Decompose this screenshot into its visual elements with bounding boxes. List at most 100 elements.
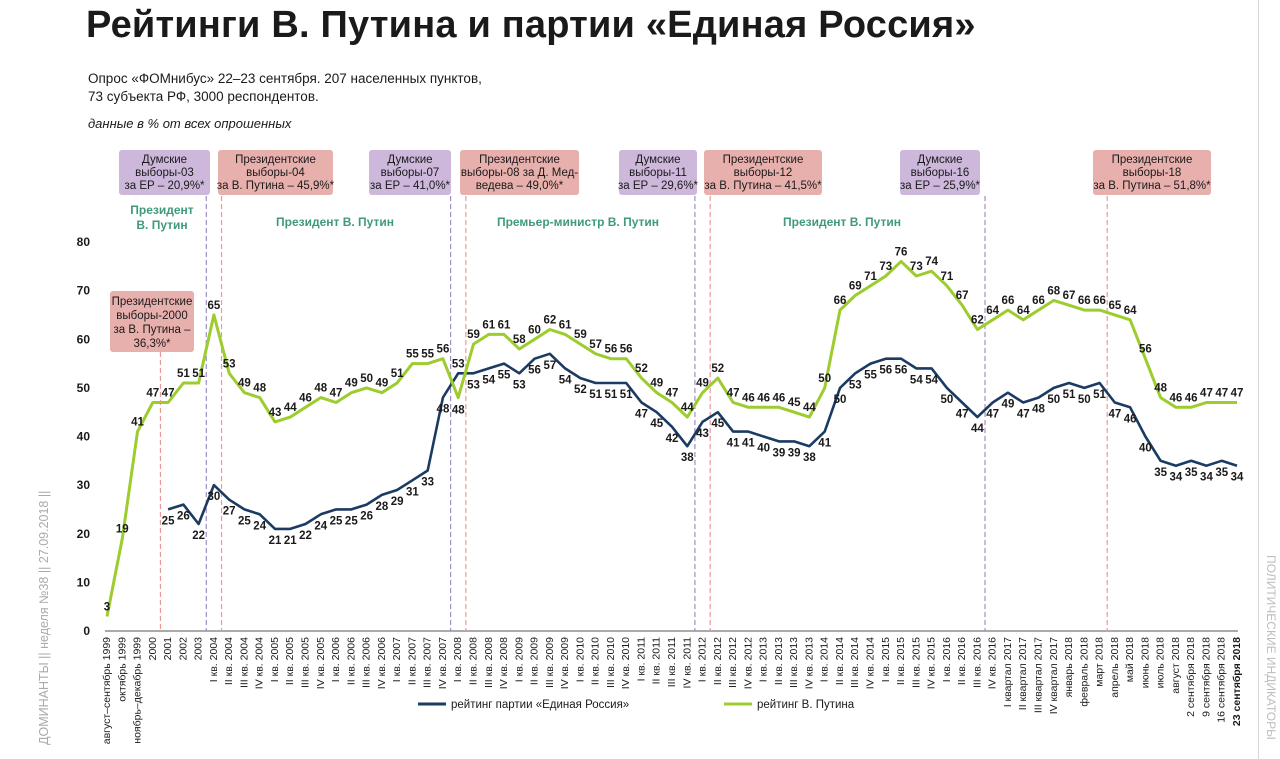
- er-data-label: 47: [1017, 408, 1030, 420]
- x-tick-label: 23 сентября 2018: [1231, 637, 1243, 726]
- event-box-text: за В. Путина – 45,9%*: [217, 180, 335, 192]
- putin-data-label: 49: [238, 378, 251, 390]
- er-data-label: 47: [956, 408, 969, 420]
- event-box: [704, 150, 822, 195]
- er-data-label: 50: [1078, 394, 1091, 406]
- putin-data-label: 49: [696, 378, 709, 390]
- putin-data-label: 66: [1032, 295, 1045, 307]
- event-box-text: Думские: [387, 154, 432, 166]
- putin-data-label: 47: [666, 387, 679, 399]
- er-data-label: 41: [818, 438, 831, 450]
- er-data-label: 49: [1002, 399, 1015, 411]
- putin-data-label: 45: [788, 397, 801, 409]
- putin-data-label: 49: [345, 378, 358, 390]
- er-data-label: 51: [605, 389, 618, 401]
- er-data-label: 54: [559, 374, 572, 386]
- putin-data-label: 74: [925, 256, 938, 268]
- er-data-label: 50: [834, 394, 847, 406]
- putin-data-label: 66: [1093, 295, 1106, 307]
- event-box-text: ведева – 49,0%*: [476, 180, 564, 192]
- putin-data-label: 50: [360, 373, 373, 385]
- er-data-label: 53: [513, 379, 526, 391]
- putin-data-label: 46: [299, 392, 312, 404]
- x-tick-label: IV кв. 2006: [376, 637, 388, 689]
- x-tick-label: IV кв. 2015: [926, 637, 938, 689]
- er-data-label: 25: [162, 515, 175, 527]
- y-tick-label: 30: [77, 478, 91, 492]
- er-data-label: 25: [238, 515, 251, 527]
- event-box-text: 36,3%*: [133, 338, 171, 350]
- event-box-text: Думские: [917, 154, 962, 166]
- x-tick-label: I кв. 2004: [208, 637, 220, 682]
- putin-data-label: 51: [192, 368, 205, 380]
- event-box-text: за В. Путина – 41,5%*: [704, 180, 822, 192]
- putin-data-label: 3: [104, 601, 110, 613]
- y-tick-label: 20: [77, 527, 91, 541]
- er-data-label: 35: [1215, 467, 1228, 479]
- er-data-label: 39: [788, 447, 801, 459]
- er-data-label: 30: [207, 491, 220, 503]
- er-data-label: 51: [1063, 389, 1076, 401]
- er-data-label: 29: [391, 496, 404, 508]
- x-tick-label: III кв. 2007: [422, 637, 434, 688]
- event-box-text: выборы-07: [381, 167, 440, 179]
- er-data-label: 42: [666, 433, 679, 445]
- y-tick-label: 70: [77, 284, 91, 298]
- x-tick-label: III кв. 2010: [605, 637, 617, 688]
- x-tick-label: III кв. 2015: [910, 637, 922, 688]
- event-box-text: за ЕР – 25,9%*: [900, 180, 981, 192]
- putin-data-label: 67: [956, 290, 969, 302]
- er-data-label: 45: [711, 418, 724, 430]
- period-label: Президент В. Путин: [276, 215, 394, 229]
- x-tick-label: III кв. 2006: [361, 637, 373, 688]
- x-tick-label: III кв. 2016: [971, 637, 983, 688]
- putin-data-label: 47: [1200, 387, 1213, 399]
- putin-data-label: 19: [116, 524, 129, 536]
- er-data-label: 41: [727, 438, 740, 450]
- er-data-label: 51: [589, 389, 602, 401]
- x-tick-label: III квартал 2017: [1032, 637, 1044, 713]
- x-tick-label: IV кв. 2010: [620, 637, 632, 689]
- event-box: [119, 150, 210, 195]
- er-data-label: 47: [986, 408, 999, 420]
- x-tick-label: 2001: [162, 637, 174, 661]
- putin-data-label: 66: [1002, 295, 1015, 307]
- putin-data-label: 47: [1231, 387, 1244, 399]
- x-tick-label: IV кв. 2016: [987, 637, 999, 689]
- x-tick-label: I кв. 2007: [391, 637, 403, 682]
- event-box-text: за ЕР – 41,0%*: [370, 180, 451, 192]
- putin-data-label: 51: [391, 368, 404, 380]
- er-data-label: 54: [482, 374, 495, 386]
- putin-data-label: 49: [375, 378, 388, 390]
- putin-data-label: 64: [986, 305, 999, 317]
- putin-data-label: 48: [452, 405, 465, 417]
- event-box-text: выборы-08 за Д. Мед-: [461, 167, 578, 179]
- putin-data-label: 73: [910, 261, 923, 273]
- x-tick-label: II кв. 2007: [406, 637, 418, 685]
- putin-data-label: 52: [635, 363, 648, 375]
- putin-data-label: 58: [513, 334, 526, 346]
- x-tick-label: IV кв. 2014: [865, 637, 877, 689]
- page-edge-line: [1258, 0, 1259, 759]
- putin-data-label: 59: [574, 329, 587, 341]
- er-data-label: 53: [849, 379, 862, 391]
- x-tick-label: IV кв. 2013: [803, 637, 815, 689]
- event-box-text: Президентские: [235, 154, 316, 166]
- putin-data-label: 62: [971, 315, 984, 327]
- x-tick-label: III кв. 2005: [300, 637, 312, 688]
- x-tick-label: II кв. 2012: [712, 637, 724, 685]
- er-data-label: 22: [192, 530, 205, 542]
- x-tick-label: I кв. 2012: [697, 637, 709, 682]
- period-label: Президент В. Путин: [783, 215, 901, 229]
- event-box-text: выборы-2000: [116, 310, 187, 322]
- legend-putin-label: рейтинг В. Путина: [757, 699, 855, 711]
- putin-data-label: 66: [834, 295, 847, 307]
- putin-data-label: 59: [467, 329, 480, 341]
- survey-description-line2: 73 субъекта РФ, 3000 респондентов.: [88, 89, 319, 104]
- putin-data-label: 47: [330, 387, 343, 399]
- x-tick-label: I кв. 2010: [574, 637, 586, 682]
- er-data-label: 48: [437, 404, 450, 416]
- er-data-label: 47: [635, 408, 648, 420]
- x-tick-label: IV кв. 2012: [742, 637, 754, 689]
